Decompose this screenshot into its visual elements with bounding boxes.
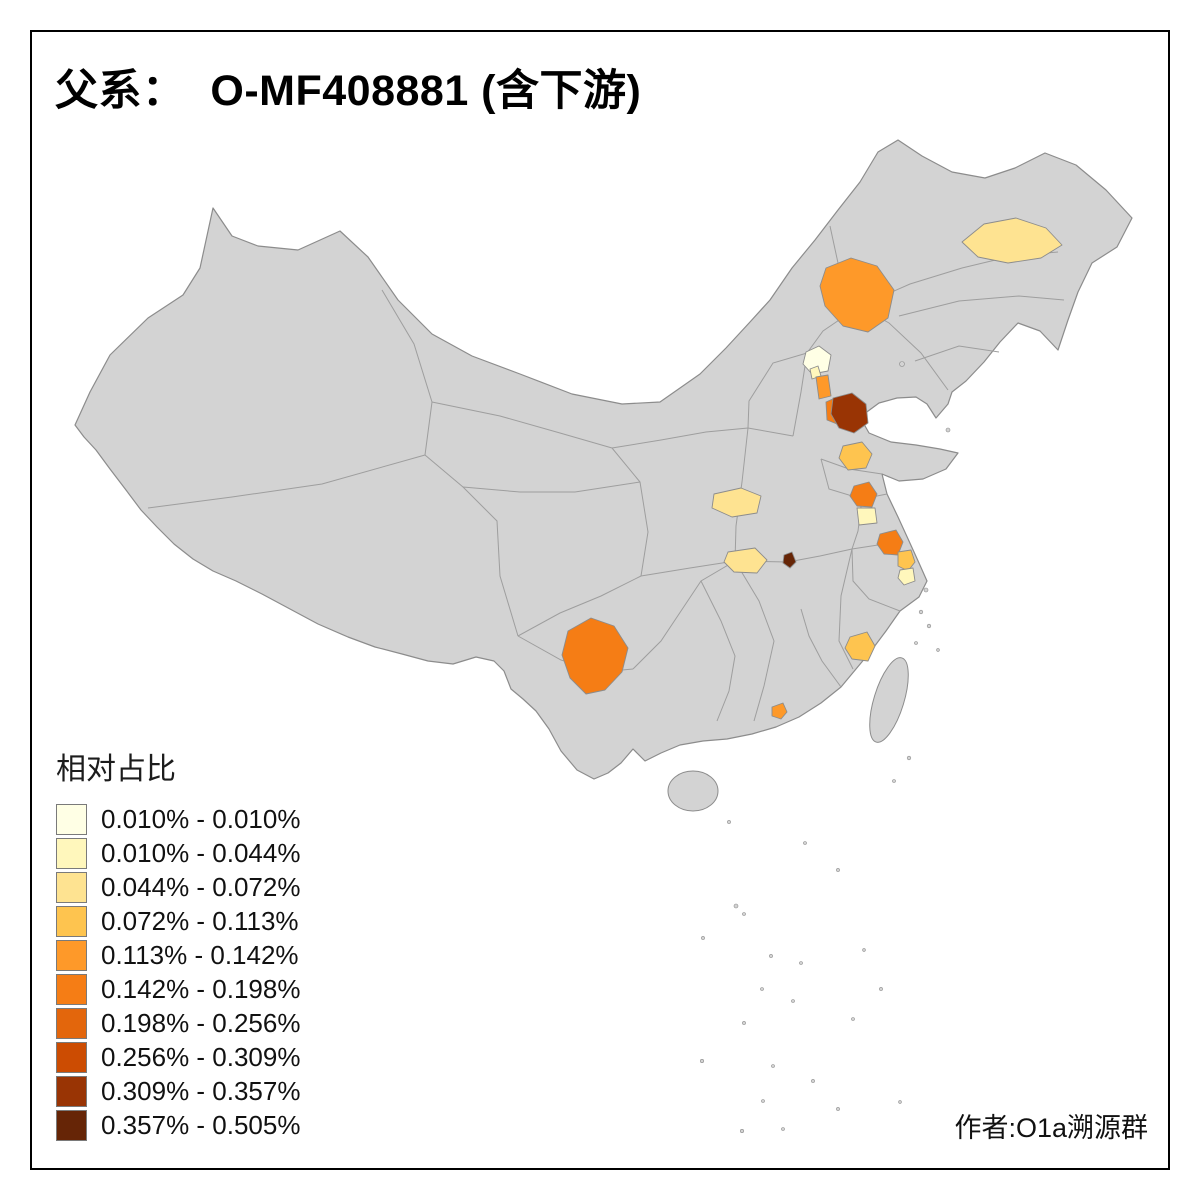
- region-shanghai: [897, 567, 916, 586]
- legend-swatch: [56, 1110, 87, 1141]
- legend-row: 0.044% - 0.072%: [56, 872, 300, 903]
- highlighted-regions: [561, 217, 1063, 720]
- sea-islands: [699, 361, 951, 1134]
- legend-row: 0.309% - 0.357%: [56, 1076, 300, 1107]
- map-title: 父系： O-MF408881 (含下游): [55, 67, 642, 115]
- legend: 相对占比 0.010% - 0.010% 0.010% - 0.044% 0.044…: [56, 744, 300, 1144]
- author-credit: 作者:O1a溯源群: [954, 1113, 1148, 1143]
- legend-swatch: [56, 906, 87, 937]
- legend-label: 0.113% - 0.142%: [101, 940, 299, 970]
- region-tianjin: [830, 392, 869, 434]
- legend-swatch: [56, 872, 87, 903]
- legend-label: 0.072% - 0.113%: [101, 906, 299, 936]
- legend-label: 0.010% - 0.010%: [101, 804, 301, 834]
- legend-swatch: [56, 1008, 87, 1039]
- region-inner-mongolia: [819, 257, 895, 333]
- legend-row: 0.113% - 0.142%: [56, 940, 300, 971]
- region-shanghai-north: [897, 549, 916, 572]
- region-jiangsu-central: [856, 507, 878, 526]
- legend-label: 0.198% - 0.256%: [101, 1008, 301, 1038]
- legend-row: 0.142% - 0.198%: [56, 974, 300, 1005]
- region-hubei-dark: [782, 551, 797, 569]
- legend-row: 0.072% - 0.113%: [56, 906, 300, 937]
- region-hubei-west: [723, 547, 768, 574]
- legend-swatch: [56, 1076, 87, 1107]
- legend-rows: 0.010% - 0.010% 0.010% - 0.044% 0.044% - 0…: [56, 804, 300, 1141]
- legend-label: 0.044% - 0.072%: [101, 872, 301, 902]
- legend-swatch: [56, 940, 87, 971]
- legend-row: 0.010% - 0.010%: [56, 804, 300, 835]
- legend-swatch: [56, 804, 87, 835]
- region-beijing-north: [802, 345, 832, 375]
- region-henan-west: [711, 487, 762, 518]
- legend-label: 0.357% - 0.505%: [101, 1110, 301, 1140]
- legend-swatch: [56, 1042, 87, 1073]
- legend-label: 0.142% - 0.198%: [101, 974, 301, 1004]
- region-guangdong-east: [771, 702, 788, 720]
- region-shandong-central: [838, 441, 873, 471]
- taiwan-island: [869, 657, 909, 743]
- legend-row: 0.010% - 0.044%: [56, 838, 300, 869]
- region-heilongjiang-west: [961, 217, 1063, 264]
- legend-row: 0.198% - 0.256%: [56, 1008, 300, 1039]
- region-fujian: [844, 631, 876, 662]
- region-beijing-south: [815, 374, 832, 400]
- legend-row: 0.357% - 0.505%: [56, 1110, 300, 1141]
- legend-row: 0.256% - 0.309%: [56, 1042, 300, 1073]
- hainan-island: [667, 770, 719, 812]
- legend-label: 0.309% - 0.357%: [101, 1076, 301, 1106]
- region-yunnan: [561, 617, 629, 695]
- legend-swatch: [56, 974, 87, 1005]
- region-jiangsu-north: [849, 481, 878, 508]
- legend-title: 相对占比: [56, 753, 176, 786]
- legend-swatch: [56, 838, 87, 869]
- legend-label: 0.010% - 0.044%: [101, 838, 301, 868]
- legend-label: 0.256% - 0.309%: [101, 1042, 301, 1072]
